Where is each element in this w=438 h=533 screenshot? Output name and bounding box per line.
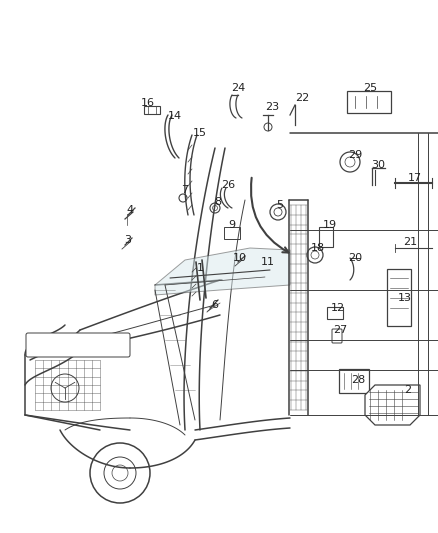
FancyBboxPatch shape	[319, 227, 333, 247]
Text: 13: 13	[398, 293, 412, 303]
Text: 21: 21	[403, 237, 417, 247]
Text: 29: 29	[348, 150, 362, 160]
Text: 20: 20	[348, 253, 362, 263]
Text: 27: 27	[333, 325, 347, 335]
FancyBboxPatch shape	[387, 269, 411, 326]
Text: 30: 30	[371, 160, 385, 170]
Text: 19: 19	[323, 220, 337, 230]
Text: 23: 23	[265, 102, 279, 112]
Text: 11: 11	[261, 257, 275, 267]
FancyBboxPatch shape	[327, 307, 343, 319]
Polygon shape	[144, 106, 160, 114]
Text: 24: 24	[231, 83, 245, 93]
Text: 25: 25	[363, 83, 377, 93]
Text: 7: 7	[181, 185, 189, 195]
FancyBboxPatch shape	[339, 369, 369, 393]
Text: 15: 15	[193, 128, 207, 138]
Text: 2: 2	[404, 385, 412, 395]
FancyBboxPatch shape	[332, 329, 342, 343]
FancyBboxPatch shape	[347, 91, 391, 113]
Text: 22: 22	[295, 93, 309, 103]
Text: 1: 1	[197, 263, 204, 273]
FancyBboxPatch shape	[26, 333, 130, 357]
FancyBboxPatch shape	[224, 227, 240, 239]
Text: 8: 8	[215, 197, 222, 207]
Polygon shape	[155, 248, 290, 295]
Polygon shape	[365, 385, 420, 425]
Text: 26: 26	[221, 180, 235, 190]
Text: 17: 17	[408, 173, 422, 183]
Text: 28: 28	[351, 375, 365, 385]
Text: 4: 4	[127, 205, 134, 215]
Text: 16: 16	[141, 98, 155, 108]
Text: 3: 3	[124, 235, 131, 245]
Text: 12: 12	[331, 303, 345, 313]
Text: 10: 10	[233, 253, 247, 263]
Text: 6: 6	[212, 300, 219, 310]
Text: 14: 14	[168, 111, 182, 121]
Text: 5: 5	[276, 200, 283, 210]
Text: 9: 9	[229, 220, 236, 230]
Text: 18: 18	[311, 243, 325, 253]
